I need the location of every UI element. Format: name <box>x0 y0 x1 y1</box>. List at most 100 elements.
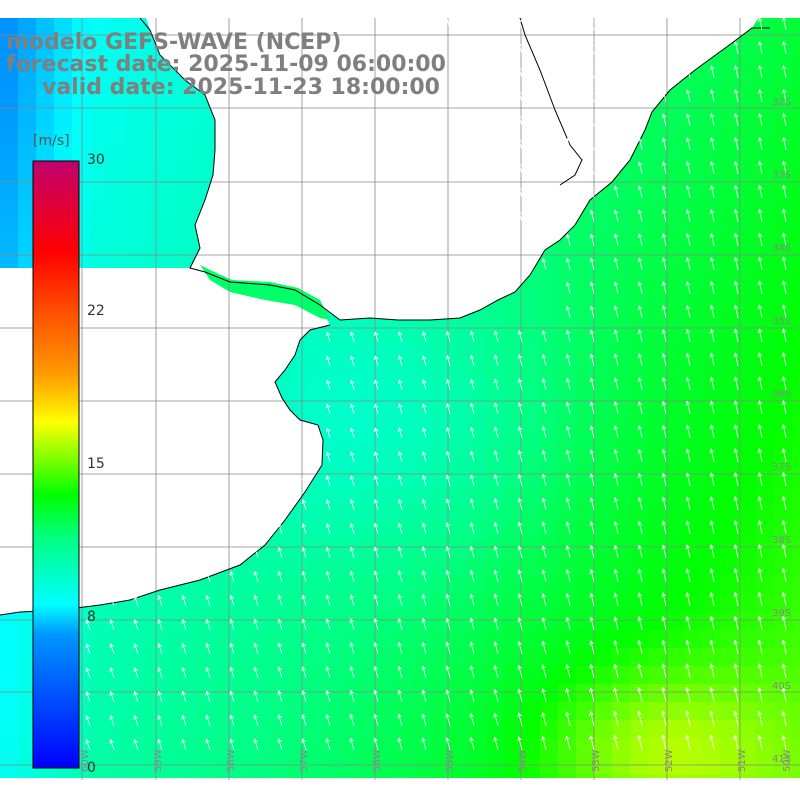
wind-cell <box>666 90 685 109</box>
wind-arrow <box>157 690 163 703</box>
wind-cell <box>684 486 703 505</box>
wind-cell <box>90 738 109 757</box>
arrow-head <box>469 354 475 360</box>
wind-cell <box>792 180 800 199</box>
wind-arrow <box>685 568 691 583</box>
arrow-head <box>733 65 739 70</box>
arrow-shaft <box>710 209 715 223</box>
wind-cell <box>738 540 757 559</box>
arrow-head <box>421 498 427 504</box>
arrow-shaft <box>710 233 715 247</box>
wind-arrow <box>397 546 403 559</box>
arrow-shaft <box>686 497 691 511</box>
arrow-head <box>205 570 210 576</box>
arrow-shaft <box>470 546 475 559</box>
wind-arrow <box>373 379 379 391</box>
arrow-shaft <box>662 42 667 55</box>
wind-arrow <box>373 570 379 583</box>
arrow-shaft <box>470 19 475 31</box>
wind-cell <box>558 234 577 253</box>
wind-arrow <box>373 475 379 487</box>
wind-cell <box>756 432 775 451</box>
wind-arrow <box>733 615 739 631</box>
arrow-shaft <box>470 451 475 463</box>
wind-cell <box>774 126 793 145</box>
wind-cell <box>522 504 541 523</box>
wind-cell <box>162 144 181 163</box>
arrow-head <box>709 544 715 549</box>
arrow-shaft <box>686 687 691 703</box>
grid-labels: 60W 59W 58W 57W 56W 55W 54W 53W 52W 51W 50W32S33S3… <box>80 97 793 772</box>
wind-cell <box>576 468 595 487</box>
arrow-shaft <box>230 643 235 655</box>
arrow-shaft <box>782 424 787 439</box>
wind-cell <box>144 252 163 271</box>
arrow-head <box>133 666 138 672</box>
wind-cell <box>612 666 631 685</box>
arrow-shaft <box>662 545 667 559</box>
wind-arrow <box>613 137 619 151</box>
wind-cell <box>378 486 397 505</box>
wind-cell <box>576 576 595 595</box>
arrow-head <box>757 687 762 692</box>
wind-arrow <box>277 618 283 631</box>
wind-cell <box>756 54 775 73</box>
wind-arrow <box>757 376 763 391</box>
arrow-shaft <box>638 569 643 583</box>
arrow-head <box>637 137 643 143</box>
arrow-head <box>709 472 715 478</box>
arrow-head <box>589 113 595 119</box>
wind-cell <box>702 576 721 595</box>
arrow-shaft <box>686 185 691 199</box>
wind-cell <box>18 630 37 649</box>
arrow-shaft <box>638 90 643 103</box>
wind-cell <box>486 594 505 613</box>
wind-arrow <box>661 734 667 751</box>
arrow-head <box>589 687 594 693</box>
wind-cell <box>594 540 613 559</box>
arrow-shaft <box>494 641 499 655</box>
wind-cell <box>558 504 577 523</box>
wind-arrow <box>733 448 739 463</box>
arrow-shaft <box>446 618 451 631</box>
arrow-head <box>181 690 186 696</box>
arrow-head <box>541 161 547 167</box>
arrow-head <box>565 89 571 95</box>
arrow-head <box>589 41 595 47</box>
arrow-head <box>493 450 499 455</box>
arrow-head <box>253 570 258 576</box>
wind-cell <box>522 288 541 307</box>
wind-cell <box>792 162 800 181</box>
arrow-shaft <box>614 282 619 295</box>
wind-arrow <box>685 376 691 391</box>
wind-cell <box>90 630 109 649</box>
wind-cell <box>324 738 343 757</box>
arrow-shaft <box>398 570 403 583</box>
wind-cell <box>558 522 577 541</box>
wind-arrow <box>301 714 307 727</box>
wind-cell <box>198 126 217 145</box>
wind-cell <box>738 126 757 145</box>
wind-cell <box>630 414 649 433</box>
arrow-shaft <box>302 595 307 607</box>
wind-cell <box>774 324 793 343</box>
wind-arrow <box>685 472 691 487</box>
arrow-shaft <box>662 640 667 655</box>
arrow-shaft <box>494 331 499 343</box>
wind-arrow <box>781 710 787 727</box>
wind-cell <box>486 666 505 685</box>
arrow-head <box>325 594 330 600</box>
wind-cell <box>558 648 577 667</box>
wind-arrow <box>733 544 739 559</box>
wind-arrow <box>637 113 643 127</box>
wind-cell <box>486 540 505 559</box>
wind-arrow <box>445 330 451 343</box>
wind-cell <box>576 306 595 325</box>
arrow-shaft <box>566 593 571 607</box>
wind-cell <box>792 612 800 631</box>
wind-arrow <box>325 642 331 655</box>
wind-cell <box>342 648 361 667</box>
wind-cell <box>234 684 253 703</box>
arrow-head <box>541 449 547 455</box>
arrow-shaft <box>758 568 763 583</box>
